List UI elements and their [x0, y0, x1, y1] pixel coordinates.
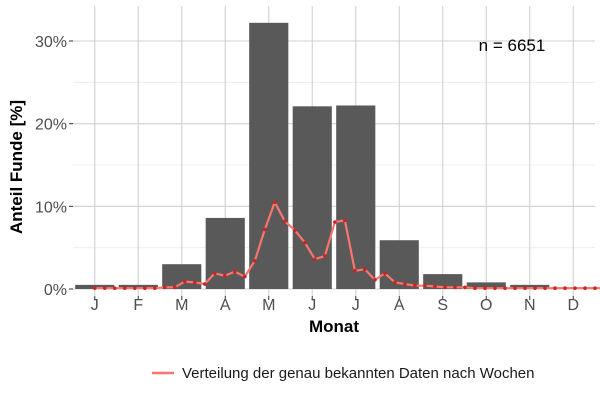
weekly-point — [323, 254, 327, 258]
weekly-point — [203, 282, 207, 286]
weekly-point — [363, 267, 367, 271]
weekly-point — [303, 240, 307, 245]
weekly-point — [453, 285, 457, 290]
weekly-point — [533, 286, 537, 290]
bar-m-3 — [162, 264, 202, 289]
weekly-point — [413, 283, 417, 288]
weekly-point — [563, 286, 567, 290]
weekly-point — [343, 218, 347, 223]
x-tick-label: D — [567, 297, 579, 314]
weekly-point — [543, 286, 547, 290]
weekly-point — [253, 259, 257, 263]
x-tick-label: N — [524, 297, 536, 314]
x-tick-label: M — [175, 297, 188, 314]
weekly-line-series — [92, 200, 600, 290]
weekly-point — [523, 286, 527, 290]
weekly-point — [423, 283, 427, 288]
weekly-point — [172, 285, 177, 290]
legend: Verteilung der genau bekannten Daten nac… — [152, 365, 535, 382]
weekly-point — [573, 286, 577, 290]
bar-f-2 — [118, 284, 158, 289]
y-axis-ticks: 0% 10% 20% 30% — [35, 34, 73, 299]
annotation-n: n = 6651 — [479, 36, 546, 55]
weekly-point — [493, 286, 497, 290]
x-tick-label: A — [220, 297, 231, 314]
x-tick-label: M — [262, 297, 275, 314]
x-tick-label: J — [308, 297, 316, 314]
weekly-point — [463, 285, 467, 290]
x-tick-label: A — [394, 297, 405, 314]
weekly-point — [293, 228, 297, 233]
weekly-point — [353, 269, 357, 273]
weekly-point — [483, 286, 487, 290]
bar-m-5 — [249, 22, 289, 290]
weekly-point — [263, 227, 267, 232]
weekly-point — [223, 273, 227, 278]
y-tick-label: 10% — [35, 199, 67, 216]
weekly-point — [473, 286, 477, 290]
y-axis-title: Anteil Funde [%] — [7, 100, 26, 234]
y-tick-label: 0% — [44, 282, 67, 299]
bar-o-10 — [466, 282, 506, 289]
weekly-point — [182, 279, 187, 284]
x-tick-label: J — [91, 297, 99, 314]
weekly-point — [583, 286, 587, 290]
weekly-point — [213, 271, 217, 276]
weekly-point — [132, 286, 137, 290]
weekly-point — [513, 286, 517, 290]
bar-series — [75, 22, 593, 290]
weekly-point — [142, 286, 147, 290]
weekly-point — [102, 286, 107, 290]
bar-j-7 — [336, 105, 376, 289]
weekly-point — [92, 286, 97, 290]
x-tick-label: O — [480, 297, 492, 314]
weekly-point — [403, 282, 407, 286]
weekly-point — [503, 286, 507, 290]
weekly-point — [433, 284, 437, 289]
x-axis-title: Monat — [309, 317, 359, 336]
x-tick-label: F — [133, 297, 143, 314]
weekly-point — [333, 220, 337, 224]
weekly-point — [443, 285, 447, 290]
bar-j-6 — [292, 106, 332, 289]
weekly-point — [593, 286, 597, 290]
weekly-point — [112, 286, 117, 290]
weekly-point — [233, 269, 237, 274]
weekly-point — [313, 257, 317, 262]
bar-a-8 — [379, 240, 419, 289]
weekly-point — [373, 278, 377, 282]
weekly-point — [283, 219, 287, 224]
weekly-point — [152, 286, 157, 290]
x-tick-label: S — [437, 297, 448, 314]
weekly-point — [273, 200, 277, 204]
x-tick-label: J — [352, 297, 360, 314]
weekly-point — [553, 286, 557, 290]
weekly-point — [193, 280, 197, 285]
weekly-point — [393, 280, 397, 285]
weekly-point — [383, 271, 387, 276]
weekly-point — [122, 286, 127, 290]
weekly-point — [162, 285, 167, 290]
bar-n-11 — [510, 284, 550, 289]
y-tick-label: 20% — [35, 117, 67, 134]
y-tick-label: 30% — [35, 34, 67, 51]
weekly-point — [243, 274, 247, 279]
legend-label: Verteilung der genau bekannten Daten nac… — [182, 365, 535, 382]
